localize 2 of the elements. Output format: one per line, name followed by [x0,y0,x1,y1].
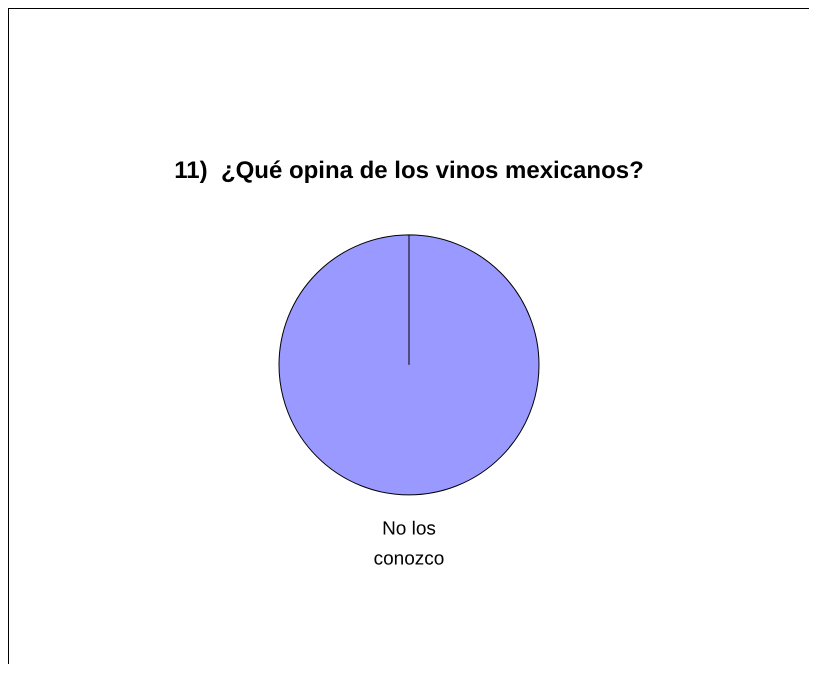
chart-title: 11) ¿Qué opina de los vinos mexicanos? [174,157,644,184]
slice-label: No los conozco [374,518,444,570]
